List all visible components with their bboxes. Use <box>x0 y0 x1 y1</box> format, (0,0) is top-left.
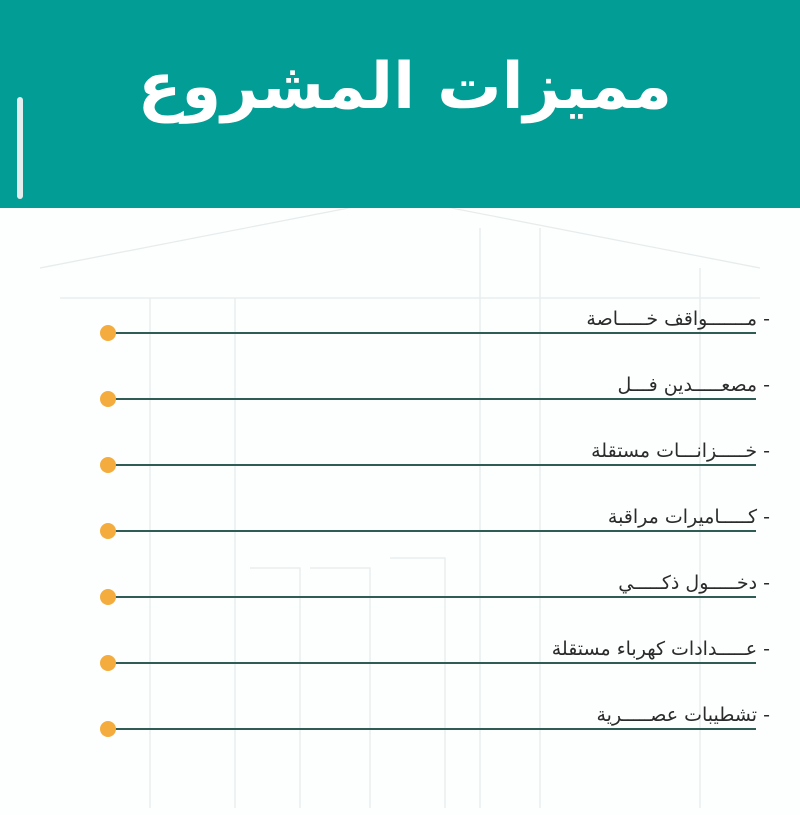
divider-line <box>108 596 756 598</box>
feature-label: - خـــــزانـــات مستقلة <box>591 440 770 462</box>
feature-label: - تشطيبات عصـــــرية <box>596 704 770 726</box>
feature-label: - دخـــــول ذكـــــي <box>618 572 770 594</box>
divider-line <box>108 332 756 334</box>
bullet-dot-icon <box>100 721 116 737</box>
divider-line <box>108 464 756 466</box>
bullet-dot-icon <box>100 457 116 473</box>
feature-item: - دخـــــول ذكـــــي <box>100 568 770 605</box>
bullet-dot-icon <box>100 523 116 539</box>
divider-line <box>108 530 756 532</box>
header-accent-bar <box>17 97 23 199</box>
feature-item: - عـــــدادات كهرباء مستقلة <box>100 634 770 671</box>
feature-item: - خـــــزانـــات مستقلة <box>100 436 770 473</box>
bullet-dot-icon <box>100 655 116 671</box>
feature-label: - عـــــدادات كهرباء مستقلة <box>551 638 770 660</box>
header-banner: مميزات المشروع <box>0 0 800 208</box>
feature-item: - مـــــــواقف خـــــاصة <box>100 304 770 341</box>
divider-line <box>108 728 756 730</box>
page-title: مميزات المشروع <box>137 50 672 124</box>
feature-label: - مـــــــواقف خـــــاصة <box>586 308 770 330</box>
bullet-dot-icon <box>100 391 116 407</box>
feature-label: - مصعـــــدين فـــل <box>617 374 770 396</box>
feature-item: - كـــــاميرات مراقبة <box>100 502 770 539</box>
bullet-dot-icon <box>100 589 116 605</box>
feature-item: - تشطيبات عصـــــرية <box>100 700 770 737</box>
feature-item: - مصعـــــدين فـــل <box>100 370 770 407</box>
bullet-dot-icon <box>100 325 116 341</box>
divider-line <box>108 398 756 400</box>
divider-line <box>108 662 756 664</box>
architectural-background <box>39 208 761 808</box>
feature-label: - كـــــاميرات مراقبة <box>607 506 770 528</box>
